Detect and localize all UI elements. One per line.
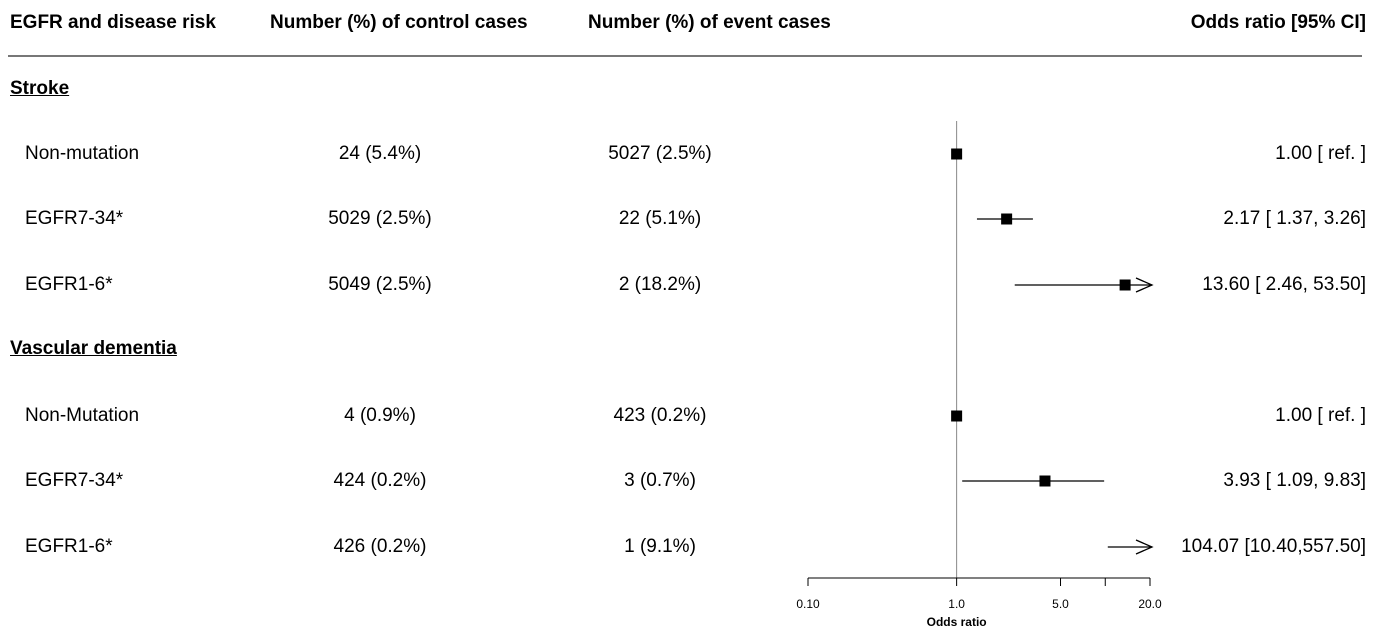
row-control-count: 5049 (2.5%)	[328, 274, 432, 295]
point-marker	[1001, 213, 1013, 225]
header-col-disease-risk: EGFR and disease risk	[10, 12, 216, 33]
row-event-count: 2 (18.2%)	[618, 274, 702, 295]
row-name: EGFR1-6*	[25, 274, 113, 295]
x-tick-label: 1.0	[948, 597, 965, 611]
row-odds-ratio: 2.17 [ 1.37, 3.26]	[1223, 208, 1366, 229]
ci-arrow	[1135, 277, 1154, 293]
table-row: EGFR1-6* 426 (0.2%) 1 (9.1%) 104.07 [10.…	[0, 532, 1386, 562]
table-row: EGFR7-34* 5029 (2.5%) 22 (5.1%) 2.17 [ 1…	[0, 204, 1386, 234]
row-odds-ratio: 3.93 [ 1.09, 9.83]	[1223, 470, 1366, 491]
x-tick-label: 5.0	[1052, 597, 1069, 611]
row-event-count: 5027 (2.5%)	[608, 143, 712, 164]
row-control-count: 5029 (2.5%)	[328, 208, 432, 229]
header-col-control-cases: Number (%) of control cases	[270, 12, 528, 33]
row-name: Non-Mutation	[25, 405, 140, 426]
table-row: Non-Mutation 4 (0.9%) 423 (0.2%) 1.00 [ …	[0, 401, 1386, 431]
row-control-count: 426 (0.2%)	[333, 536, 427, 557]
header-col-odds-ratio: Odds ratio [95% CI]	[1190, 12, 1366, 33]
row-odds-ratio: 1.00 [ ref. ]	[1275, 405, 1366, 426]
row-event-count: 3 (0.7%)	[624, 470, 696, 491]
point-marker	[1039, 475, 1051, 487]
row-event-count: 1 (9.1%)	[624, 536, 696, 557]
row-name: Non-mutation	[25, 143, 140, 164]
table-row: EGFR7-34* 424 (0.2%) 3 (0.7%) 3.93 [ 1.0…	[0, 466, 1386, 496]
section-title-vascular-dementia: Vascular dementia	[10, 338, 177, 359]
header-divider	[8, 55, 1362, 57]
row-name: EGFR7-34*	[25, 470, 124, 491]
x-tick-label: 20.0	[1138, 597, 1162, 611]
table-row: EGFR1-6* 5049 (2.5%) 2 (18.2%) 13.60 [ 2…	[0, 270, 1386, 300]
x-axis-title: Odds ratio	[927, 615, 987, 628]
ci-arrow	[1135, 539, 1154, 555]
row-odds-ratio: 104.07 [10.40,557.50]	[1181, 536, 1366, 557]
row-event-count: 22 (5.1%)	[618, 208, 702, 229]
point-marker	[1119, 279, 1131, 291]
header-col-event-cases: Number (%) of event cases	[588, 12, 831, 33]
row-event-count: 423 (0.2%)	[613, 405, 707, 426]
row-name: EGFR1-6*	[25, 536, 113, 557]
row-control-count: 4 (0.9%)	[344, 405, 416, 426]
row-name: EGFR7-34*	[25, 208, 124, 229]
section-title-stroke: Stroke	[10, 78, 70, 99]
x-tick-label: 0.10	[796, 597, 820, 611]
point-marker	[951, 410, 963, 422]
row-odds-ratio: 1.00 [ ref. ]	[1275, 143, 1366, 164]
table-row: Non-mutation 24 (5.4%) 5027 (2.5%) 1.00 …	[0, 139, 1386, 169]
row-control-count: 24 (5.4%)	[338, 143, 422, 164]
point-marker	[951, 148, 963, 160]
row-odds-ratio: 13.60 [ 2.46, 53.50]	[1202, 274, 1366, 295]
row-control-count: 424 (0.2%)	[333, 470, 427, 491]
